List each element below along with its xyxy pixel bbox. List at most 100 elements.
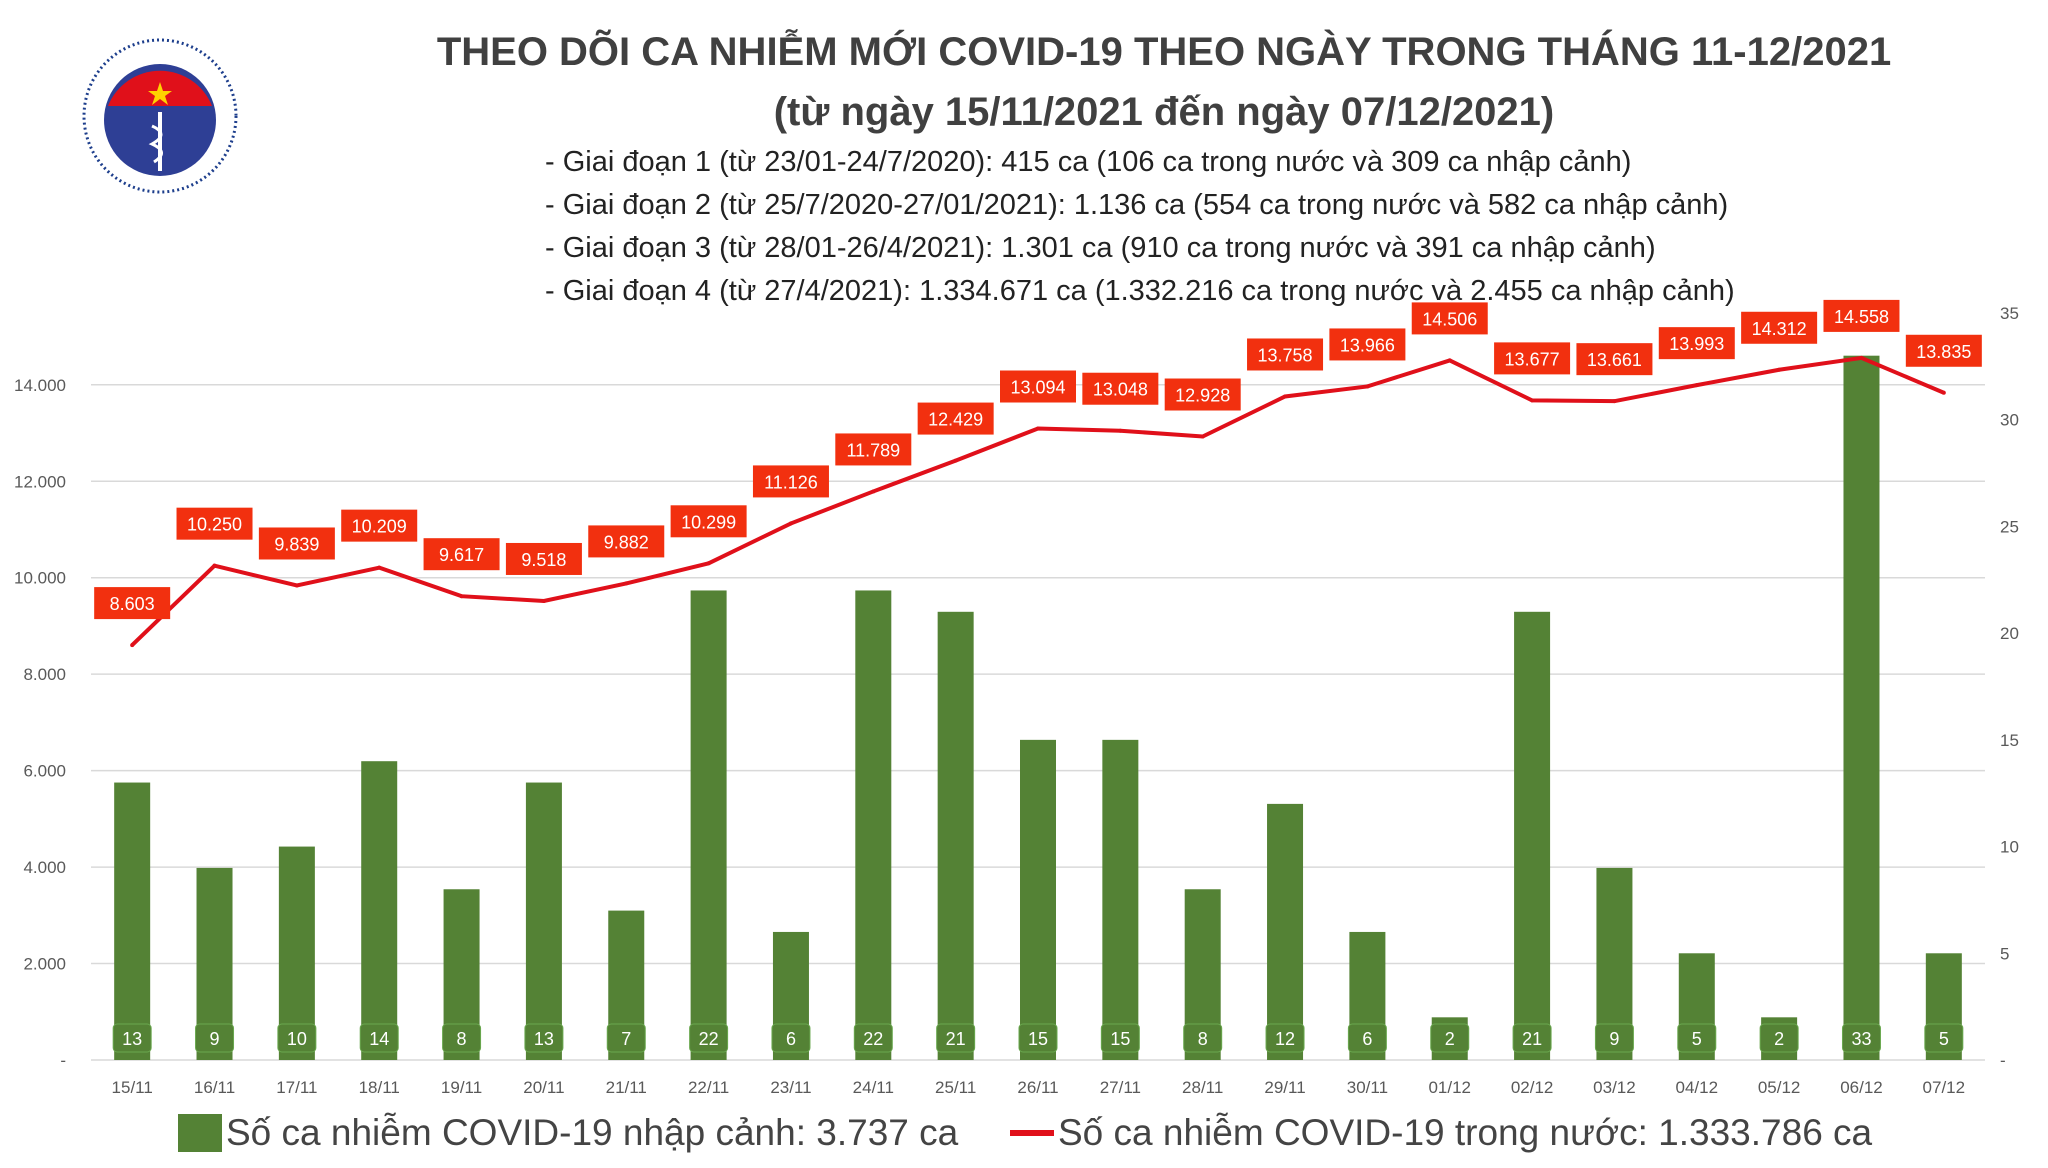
- line-label-box: [1823, 299, 1900, 332]
- chart-title: THEO DÕI CA NHIỄM MỚI COVID-19 THEO NGÀY…: [436, 30, 1892, 74]
- line-label-box: [835, 433, 912, 466]
- line-label-box: [1000, 370, 1076, 403]
- bar-data-label: 6: [786, 1029, 796, 1049]
- line-label-box: [341, 509, 418, 542]
- line-data-label: 9.617: [439, 545, 484, 565]
- x-tick-label: 22/11: [688, 1078, 729, 1097]
- bar-label-box: [1924, 1023, 1964, 1053]
- line-data-label: 13.048: [1093, 380, 1148, 400]
- bar: [1102, 739, 1139, 1060]
- bar-label-box: [853, 1023, 893, 1053]
- x-tick-label: 01/12: [1428, 1078, 1471, 1097]
- left-tick-label: 10.000: [14, 569, 66, 588]
- line-point: [459, 594, 464, 599]
- left-tick-label: 14.000: [14, 376, 66, 395]
- bar-label-box: [524, 1023, 564, 1053]
- line-label-box: [1741, 311, 1818, 344]
- line-point: [788, 521, 793, 526]
- x-tick-label: 26/11: [1017, 1078, 1058, 1097]
- bar-data-label: 5: [1939, 1029, 1949, 1049]
- bar-data-label: 21: [946, 1029, 966, 1049]
- bar-label-box: [1677, 1023, 1717, 1053]
- x-tick-label: 27/11: [1100, 1078, 1141, 1097]
- legend-line: Số ca nhiễm COVID-19 trong nước: 1.333.7…: [1010, 1112, 1872, 1154]
- x-tick-label: 15/11: [112, 1078, 153, 1097]
- x-tick-label: 30/11: [1347, 1078, 1388, 1097]
- line-point: [624, 581, 629, 586]
- bar-data-label: 6: [1362, 1029, 1372, 1049]
- line-point: [1283, 394, 1288, 399]
- x-tick-label: 23/11: [770, 1078, 811, 1097]
- bar-label-box: [1430, 1023, 1470, 1053]
- x-tick-label: 04/12: [1676, 1078, 1719, 1097]
- line-data-label: 13.094: [1010, 378, 1065, 398]
- line-data-label: 12.429: [928, 410, 983, 430]
- bar: [855, 590, 892, 1060]
- bar-label-box: [689, 1023, 729, 1053]
- line-data-label: 14.558: [1834, 307, 1889, 327]
- bar-label-box: [1512, 1023, 1552, 1053]
- line-label-box: [1905, 334, 1982, 367]
- bar: [1843, 355, 1880, 1061]
- line-label-box: [505, 542, 582, 575]
- bar-label-box: [1594, 1023, 1634, 1053]
- bar-label-box: [606, 1023, 646, 1053]
- line-label-box: [588, 525, 665, 558]
- line-label-box: [1494, 342, 1571, 375]
- line-data-label: 10.299: [681, 512, 736, 532]
- bar: [1267, 803, 1304, 1060]
- line-point: [871, 489, 876, 494]
- line-data-label: 10.250: [187, 515, 242, 535]
- line-data-label: 13.966: [1340, 335, 1395, 355]
- x-tick-label: 21/11: [606, 1078, 647, 1097]
- bar: [1514, 611, 1551, 1060]
- line-data-label: 14.312: [1752, 319, 1807, 339]
- legend-bar: Số ca nhiễm COVID-19 nhập cảnh: 3.737 ca: [178, 1112, 958, 1154]
- line-label-box: [670, 505, 747, 538]
- x-tick-label: 17/11: [276, 1078, 317, 1097]
- right-tick-label: 25: [2000, 517, 2019, 536]
- bar-data-label: 9: [210, 1029, 220, 1049]
- bar-data-label: 14: [369, 1029, 389, 1049]
- bar-data-label: 2: [1774, 1029, 1784, 1049]
- line-point: [953, 458, 958, 463]
- bar-data-label: 15: [1028, 1029, 1048, 1049]
- line-data-label: 13.661: [1587, 350, 1642, 370]
- line-data-label: 9.882: [604, 532, 649, 552]
- line-point: [1365, 384, 1370, 389]
- stage-3-note: - Giai đoạn 3 (từ 28/01-26/4/2021): 1.30…: [545, 232, 1656, 264]
- legend-line-label: Số ca nhiễm COVID-19 trong nước: 1.333.7…: [1058, 1112, 1873, 1153]
- left-tick-label: -: [60, 1051, 66, 1070]
- line-point: [130, 643, 135, 648]
- bar-label-box: [936, 1023, 976, 1053]
- x-tick-label: 16/11: [194, 1078, 235, 1097]
- line-label-box: [1247, 338, 1324, 371]
- line-data-label: 13.835: [1916, 342, 1971, 362]
- x-tick-label: 03/12: [1593, 1078, 1636, 1097]
- line-data-label: 13.758: [1258, 345, 1313, 365]
- line-label-box: [1329, 328, 1406, 361]
- bar-label-box: [195, 1023, 235, 1053]
- right-tick-label: 30: [2000, 411, 2019, 430]
- line-point: [1447, 358, 1452, 363]
- line-point: [1530, 398, 1535, 403]
- line-label-box: [1411, 302, 1488, 335]
- line-data-label: 9.839: [274, 534, 319, 554]
- bar-label-box: [1841, 1023, 1881, 1053]
- left-tick-label: 4.000: [23, 858, 66, 877]
- bar-data-label: 5: [1692, 1029, 1702, 1049]
- left-tick-label: 6.000: [23, 762, 66, 781]
- line-data-label: 11.789: [846, 440, 900, 460]
- bar-label-box: [1100, 1023, 1140, 1053]
- chart-subtitle: (từ ngày 15/11/2021 đến ngày 07/12/2021): [773, 90, 1555, 134]
- bar-label-box: [1759, 1023, 1799, 1053]
- bar: [114, 782, 151, 1060]
- line-data-label: 12.928: [1175, 386, 1230, 406]
- bar-data-label: 33: [1851, 1029, 1871, 1049]
- bar-label-box: [1183, 1023, 1223, 1053]
- bar-data-label: 12: [1275, 1029, 1295, 1049]
- bar-data-label: 8: [1198, 1029, 1208, 1049]
- line-point: [1941, 390, 1946, 395]
- x-tick-label: 29/11: [1264, 1078, 1305, 1097]
- line-data-label: 11.126: [764, 472, 818, 492]
